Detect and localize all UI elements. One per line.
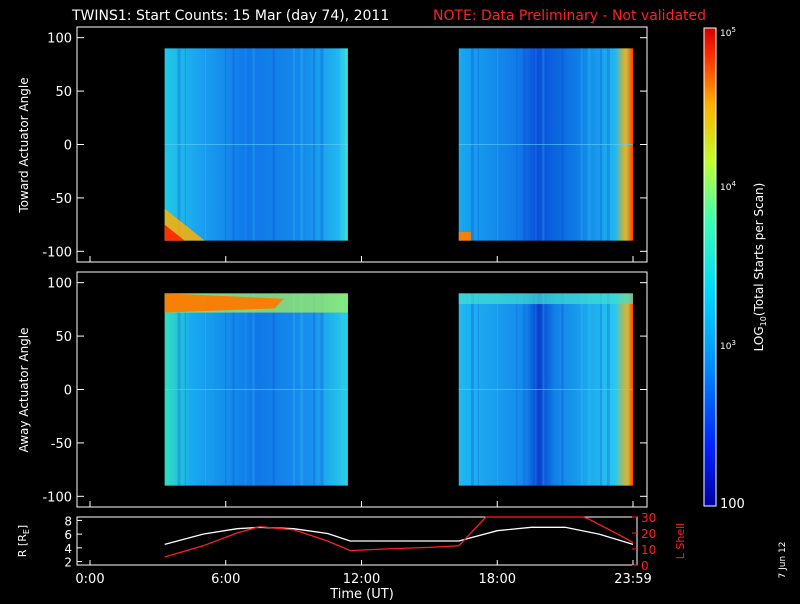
- colorbar-label: LOG10(Total Starts per Scan): [752, 183, 768, 352]
- colorbar-tick-1e3: 103: [720, 339, 736, 352]
- ephem-left-tick-label: 6: [64, 528, 72, 542]
- toward-ytick-label: 50: [55, 85, 72, 100]
- ephem-left-tick-label: 8: [64, 514, 72, 528]
- toward-ytick-label: -100: [42, 245, 72, 260]
- away-ytick-label: -50: [51, 437, 72, 452]
- toward-ytick-label: 0: [64, 139, 72, 154]
- ephem-left-tick-label: 2: [64, 556, 72, 570]
- away-high-count-band: [164, 293, 284, 313]
- colorbar-tick-1e4: 104: [720, 180, 736, 193]
- ephem-left-tick-label: 4: [64, 542, 72, 556]
- ephemeris-lines: [164, 516, 634, 558]
- ephem-right-tick-label: 20: [641, 527, 656, 541]
- toward-heatmap: [164, 48, 633, 241]
- toward-high-count-core: [164, 224, 185, 241]
- x-tick-label: 0:00: [75, 572, 104, 587]
- away-heatmap: [164, 293, 633, 486]
- x-tick-label: 18:00: [479, 572, 516, 587]
- radius-line: [164, 526, 634, 546]
- chart-title: TWINS1: Start Counts: 15 Mar (day 74), 2…: [71, 8, 389, 24]
- l-shell-line: [164, 516, 634, 558]
- colorbar: [703, 27, 717, 507]
- away-ytick-label: 100: [47, 277, 72, 292]
- x-tick-label: 23:59: [614, 572, 651, 587]
- colorbar-ticks: 100 103 104 105: [720, 26, 745, 512]
- preliminary-note: NOTE: Data Preliminary - Not validated: [433, 8, 706, 24]
- colorbar-tick-1e5: 105: [720, 26, 736, 39]
- ephem-right-tick-label: 10: [641, 543, 656, 557]
- away-ytick-label: 50: [55, 330, 72, 345]
- away-ylabel: Away Actuator Angle: [17, 327, 31, 452]
- colorbar-tick-100: 100: [720, 497, 745, 512]
- x-axis-label: Time (UT): [329, 587, 394, 600]
- footer-date: 7 Jun 12: [778, 542, 788, 579]
- away-ytick-label: 0: [64, 384, 72, 399]
- toward-ytick-label: -50: [51, 192, 72, 207]
- ephem-right-tick-label: 30: [641, 511, 656, 525]
- x-tick-label: 6:00: [211, 572, 240, 587]
- toward-ylabel: Toward Actuator Angle: [17, 77, 31, 213]
- toward-ytick-label: 100: [47, 32, 72, 47]
- away-block2-top-band: [458, 293, 633, 305]
- toward-high-count-corner: [458, 232, 471, 241]
- ephem-right-tick-label: 0: [641, 559, 649, 573]
- ephemeris-panel-frame: [76, 516, 638, 566]
- ephem-ylabel-left: R [RE]: [16, 525, 31, 557]
- x-tick-label: 12:00: [343, 572, 380, 587]
- ephem-ylabel-right: L Shell: [674, 523, 687, 559]
- away-ytick-label: -100: [42, 490, 72, 505]
